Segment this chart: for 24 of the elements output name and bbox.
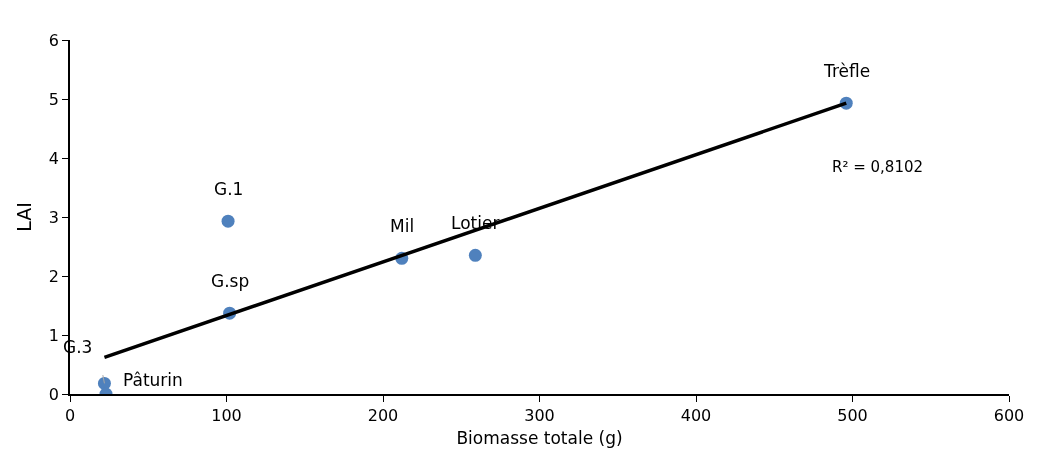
y-tick-label: 5 [48, 89, 60, 109]
y-axis-title: LAI [13, 202, 36, 232]
x-tick-label: 600 [993, 405, 1025, 425]
x-axis-title: Biomasse totale (g) [456, 427, 623, 448]
y-tick-label: 6 [48, 30, 60, 50]
annotation: Trèfle [823, 61, 871, 81]
x-tick-label: 300 [524, 405, 555, 425]
annotation: Pâturin [123, 370, 183, 390]
point [221, 214, 235, 228]
annotation: Mil [390, 216, 415, 236]
y-tick-label: 1 [48, 325, 60, 345]
x-tick-label: 400 [680, 405, 712, 425]
x-tick-label: 0 [64, 405, 76, 425]
x-tick-label: 500 [837, 405, 868, 425]
x-tick-label: 100 [211, 405, 242, 425]
y-tick-label: 3 [48, 207, 60, 227]
annotation: G.1 [214, 179, 244, 199]
y-tick-label: 2 [48, 266, 60, 286]
x-tick-label: 200 [367, 405, 399, 425]
point [468, 248, 482, 262]
y-tick-label: 0 [48, 384, 60, 404]
annotation: R² = 0,8102 [832, 158, 924, 176]
y-tick-label: 4 [48, 148, 60, 168]
annotation: G.sp [211, 271, 250, 291]
